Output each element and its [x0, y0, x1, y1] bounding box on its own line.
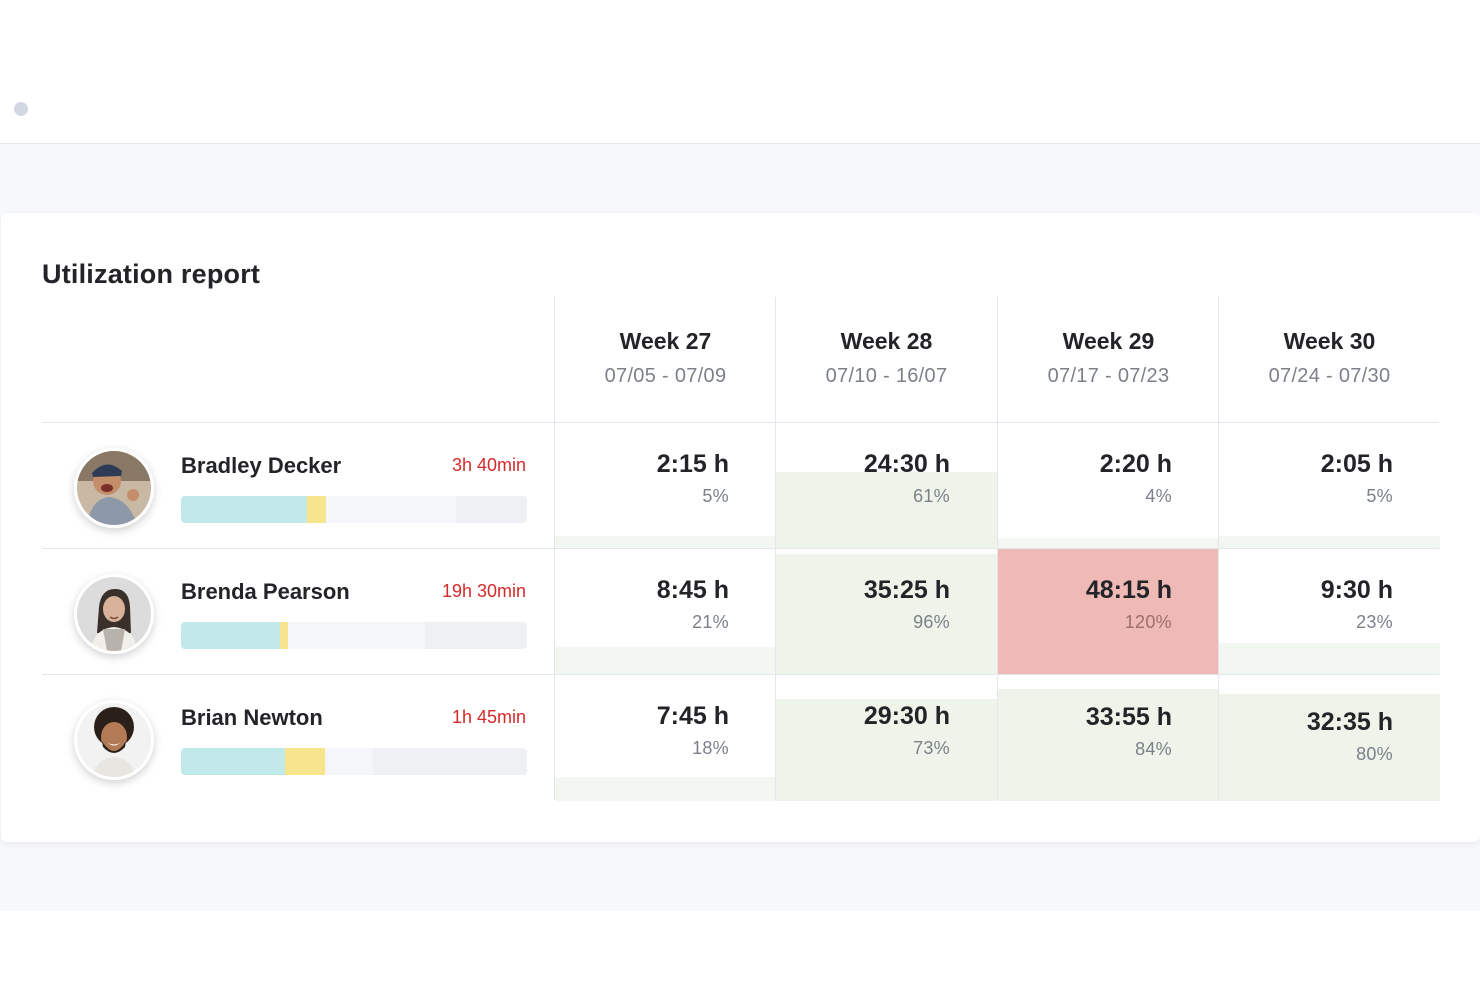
- utilization-bar: [181, 496, 527, 523]
- cell-hours: 2:20 h: [1099, 450, 1172, 478]
- cell-fill: [555, 536, 776, 549]
- cell-hours: 9:30 h: [1320, 576, 1393, 604]
- cell-fill: [998, 549, 1219, 675]
- cell-hours: 8:45 h: [656, 576, 729, 604]
- cell-hours: 29:30 h: [863, 702, 950, 730]
- cell-percent: 73%: [913, 738, 950, 758]
- bar-unavailable-segment: [425, 622, 527, 649]
- week-column-header[interactable]: Week 30 07/24 - 07/30: [1219, 297, 1440, 422]
- person-name: Brenda Pearson: [181, 579, 350, 604]
- cell-fill: [1219, 536, 1440, 549]
- cell-hours: 2:05 h: [1320, 450, 1393, 478]
- report-title: Utilization report: [42, 259, 261, 289]
- cell-percent: 21%: [692, 612, 729, 632]
- bar-booked-segment: [181, 748, 285, 775]
- avatar: [74, 700, 154, 780]
- bar-unavailable-segment: [456, 496, 527, 523]
- cell-hours: 33:55 h: [1085, 703, 1172, 731]
- cell-percent: 23%: [1356, 612, 1393, 632]
- cell-percent: 96%: [913, 612, 950, 632]
- week-date-range: 07/10 - 16/07: [825, 365, 948, 387]
- week-date-range: 07/05 - 07/09: [604, 365, 727, 387]
- utilization-cell[interactable]: 32:35 h 80%: [1219, 675, 1440, 801]
- cell-fill: [998, 689, 1219, 801]
- overtime-label: 3h 40min: [451, 455, 526, 475]
- bar-booked-segment: [181, 496, 307, 523]
- utilization-cell[interactable]: 33:55 h 84%: [998, 675, 1219, 801]
- cell-percent: 84%: [1135, 739, 1172, 759]
- person-name: Brian Newton: [181, 705, 323, 730]
- cell-percent: 18%: [692, 738, 729, 758]
- utilization-grid: Week 27 07/05 - 07/09 Week 28 07/10 - 16…: [42, 297, 1440, 801]
- utilization-cell[interactable]: 2:20 h 4%: [998, 423, 1219, 549]
- utilization-bar: [181, 748, 527, 775]
- cell-percent: 80%: [1356, 744, 1393, 764]
- cell-percent: 61%: [913, 486, 950, 506]
- utilization-cell[interactable]: 7:45 h 18%: [555, 675, 776, 801]
- cell-percent: 4%: [1145, 486, 1172, 506]
- utilization-cell[interactable]: 29:30 h 73%: [776, 675, 997, 801]
- grid-divider: [42, 548, 1439, 549]
- cell-fill: [1219, 694, 1440, 801]
- cell-percent: 5%: [702, 486, 729, 506]
- person-portrait-icon: [77, 703, 151, 777]
- person-row[interactable]: Bradley Decker 3h 40min: [42, 423, 554, 549]
- cell-fill: [776, 699, 997, 801]
- week-date-range: 07/24 - 07/30: [1268, 365, 1391, 387]
- utilization-bar: [181, 622, 527, 649]
- cell-fill: [555, 647, 776, 675]
- avatar: [74, 574, 154, 654]
- cell-fill: [998, 538, 1219, 549]
- cell-fill: [776, 472, 997, 549]
- bar-unavailable-segment: [373, 748, 527, 775]
- avatar: [74, 448, 154, 528]
- person-portrait-icon: [77, 451, 151, 525]
- cell-hours: 7:45 h: [656, 702, 729, 730]
- cell-percent: 120%: [1124, 612, 1172, 632]
- utilization-cell[interactable]: 2:05 h 5%: [1219, 423, 1440, 549]
- cell-hours: 32:35 h: [1306, 708, 1393, 736]
- bar-booked-segment: [181, 622, 280, 649]
- utilization-cell[interactable]: 2:15 h 5%: [555, 423, 776, 549]
- week-date-range: 07/17 - 07/23: [1047, 365, 1170, 387]
- cell-percent: 5%: [1366, 486, 1393, 506]
- status-dot-icon: [14, 102, 28, 116]
- bar-overtime-segment: [280, 622, 288, 649]
- top-header-bar: [0, 0, 1480, 144]
- bar-overtime-segment: [307, 496, 326, 523]
- week-column-header[interactable]: Week 29 07/17 - 07/23: [998, 297, 1219, 422]
- cell-hours: 48:15 h: [1085, 576, 1172, 604]
- week-label: Week 30: [1283, 328, 1376, 354]
- cell-fill: [555, 777, 776, 801]
- cell-hours: 2:15 h: [656, 450, 729, 478]
- week-label: Week 27: [619, 328, 712, 354]
- week-column-header[interactable]: Week 27 07/05 - 07/09: [555, 297, 776, 422]
- overtime-label: 1h 45min: [451, 707, 526, 727]
- utilization-cell[interactable]: 35:25 h 96%: [776, 549, 997, 675]
- utilization-cell[interactable]: 48:15 h 120%: [998, 549, 1219, 675]
- utilization-report-card: Utilization report Week 27 07/05 - 07/09…: [1, 213, 1480, 842]
- person-row[interactable]: Brian Newton 1h 45min: [42, 675, 554, 801]
- bar-overtime-segment: [285, 748, 325, 775]
- utilization-cell[interactable]: 24:30 h 61%: [776, 423, 997, 549]
- cell-fill: [1219, 643, 1440, 675]
- utilization-cell[interactable]: 8:45 h 21%: [555, 549, 776, 675]
- week-column-header[interactable]: Week 28 07/10 - 16/07: [776, 297, 997, 422]
- person-name: Bradley Decker: [181, 453, 342, 478]
- cell-hours: 35:25 h: [863, 576, 950, 604]
- grid-divider: [42, 674, 1439, 675]
- overtime-label: 19h 30min: [441, 581, 526, 601]
- utilization-cell[interactable]: 9:30 h 23%: [1219, 549, 1440, 675]
- person-portrait-icon: [77, 577, 151, 651]
- week-label: Week 29: [1062, 328, 1155, 354]
- week-label: Week 28: [840, 328, 933, 354]
- cell-fill: [776, 554, 997, 675]
- cell-hours: 24:30 h: [863, 450, 950, 478]
- grid-divider: [42, 422, 1439, 423]
- person-row[interactable]: Brenda Pearson 19h 30min: [42, 549, 554, 675]
